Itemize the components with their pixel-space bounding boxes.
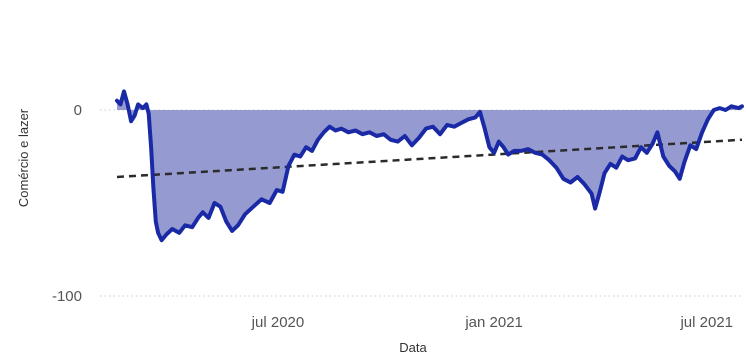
x-tick-label: jul 2020: [251, 314, 305, 331]
x-tick-label: jul 2021: [679, 314, 733, 331]
series-area: [117, 91, 742, 241]
series-line-layer: [115, 89, 744, 243]
x-axis-ticks: jul 2020 jan 2021 jul 2021: [251, 314, 733, 331]
x-tick-label: jan 2021: [464, 314, 523, 331]
trend-line-layer: [116, 138, 743, 179]
trend-line: [116, 138, 743, 179]
y-tick-label: 0: [74, 102, 82, 119]
y-axis-title: Comércio e lazer: [16, 108, 31, 207]
area-fill-layer: [117, 91, 742, 241]
x-axis-title: Data: [399, 340, 427, 355]
y-axis-ticks: 0 -100: [52, 102, 82, 305]
y-tick-label: -100: [52, 288, 82, 305]
series-line: [115, 89, 744, 243]
